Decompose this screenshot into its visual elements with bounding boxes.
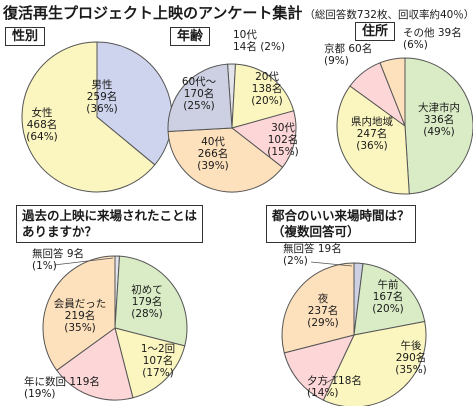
convenient_time-label-0: 無回答 19名(2%): [283, 242, 342, 267]
convenient_time-slice-4: [281, 262, 355, 354]
convenient_time-label-4: 夜 237名(29%): [307, 292, 339, 329]
age-slice-1: [231, 63, 295, 129]
convenient-time-question-line-2: （複数回答可）: [272, 224, 360, 239]
age-slice-2: [230, 110, 297, 169]
past_visits-pie: 無回答 9名(1%) 初めて 179名(28%) 1～2回 107名(17%) 年に数回 …: [24, 247, 188, 401]
convenient-time-question-line-1: 都合のいい来場時間は？: [272, 208, 410, 223]
age-slice-4: [167, 63, 233, 132]
gender-label-0: 男性 259名(36%): [86, 78, 118, 115]
convenient_time-slice-2: [322, 320, 427, 406]
past-visits-question-line-1: 過去の上映に来場されたことは: [22, 208, 198, 223]
past-visits-question-line-2: ありますか？: [22, 224, 98, 239]
residence-slice-3: [379, 57, 406, 127]
age-label-3: 40代 266名(39%): [197, 136, 229, 172]
residence-label-0: 大津市内 336名(49%): [418, 101, 460, 138]
residence-label-2: 京都 60名(9%): [324, 42, 372, 67]
subtitle-text: （総回答数732枚、回収率約40％）: [304, 9, 473, 21]
age-slice-3: [167, 127, 284, 193]
residence-chart-title: 住所: [355, 22, 396, 41]
gender-slice-0: [96, 41, 173, 166]
past_visits-label-0: 無回答 9名(1%): [32, 247, 84, 272]
convenient_time-slice-1: [353, 263, 426, 336]
title-text: 復活再生プロジェクト上映のアンケート集計: [3, 4, 303, 22]
gender-slice-1: [21, 41, 156, 193]
residence-slice-1: [336, 85, 410, 195]
past_visits-slice-1: [114, 255, 188, 347]
age-label-2: 30代 102名(15%): [267, 122, 299, 158]
convenient-time-question: 都合のいい来場時間は？ （複数回答可）: [266, 205, 416, 243]
residence-label-3: その他 39名(6%): [403, 26, 462, 51]
convenient_time-leader-3: [325, 375, 339, 384]
gender-label-1: 女性 468名(64%): [26, 106, 58, 143]
age-label-1: 20代 138名(20%): [251, 71, 283, 107]
gender-pie: 男性 259名(36%) 女性 468名(64%): [21, 41, 173, 193]
convenient_time-label-3: 夕方 118名(14%): [307, 374, 362, 399]
residence-pie: 大津市内 336名(49%) 県内地域 247名(36%) 京都 60名(9%) その他 …: [324, 26, 473, 195]
past_visits-slice-4: [42, 255, 116, 372]
age-label-0: 10代 14名 (2%): [233, 29, 285, 53]
past_visits-slice-3: [56, 327, 134, 401]
convenient_time-label-1: 午前 167名(20%): [372, 278, 404, 315]
convenient_time-leader-0: [310, 261, 353, 267]
convenient_time-label-2: 午後 290名(35%): [395, 339, 427, 376]
age-chart-title: 年齢: [170, 27, 211, 46]
past_visits-leader-0: [53, 257, 114, 266]
age-pie: 10代 14名 (2%) 20代 138名(20%) 30代 102名(15%) 40代 26…: [167, 29, 299, 193]
age-label-4: 60代～ 170名(25%): [182, 76, 217, 112]
gender-chart-title: 性別: [5, 27, 46, 46]
past_visits-label-4: 会員だった 219名(35%): [54, 297, 107, 334]
page-title: 復活再生プロジェクト上映のアンケート集計 （総回答数732枚、回収率約40％）: [3, 2, 473, 23]
past_visits-label-2: 1～2回 107名(17%): [141, 343, 175, 379]
past_visits-label-3: 年に数回 119名(19%): [24, 375, 100, 400]
past_visits-slice-2: [114, 327, 186, 399]
convenient_time-pie: 無回答 19名(2%) 午前 167名(20%) 午後 290名(35%) 夕方 118名…: [281, 242, 427, 406]
past_visits-label-1: 初めて 179名(28%): [131, 283, 163, 320]
past-visits-question: 過去の上映に来場されたことは ありますか？: [16, 205, 204, 243]
convenient_time-slice-3: [283, 334, 355, 401]
residence-label-1: 県内地域 247名(36%): [351, 115, 393, 152]
